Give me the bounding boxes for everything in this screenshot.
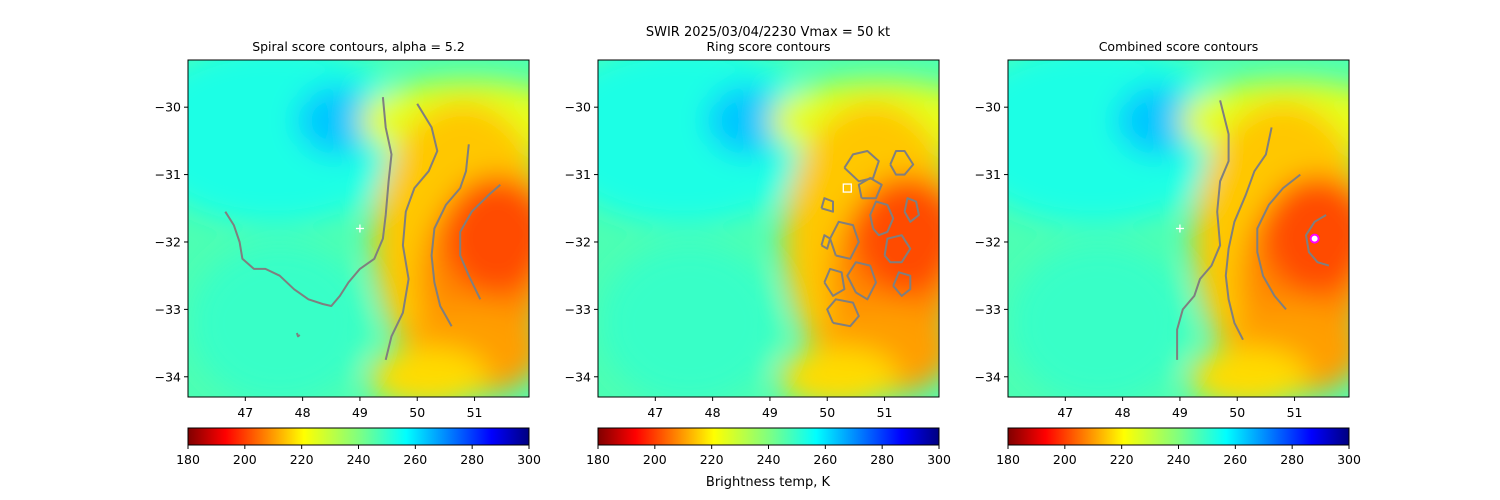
contour-line [843,150,880,183]
colorbar-3: 180 200 220 240 260 280 300 [996,427,1361,467]
contour-line [224,97,393,307]
contour-line [892,271,912,297]
colorbar-tick-label: 300 [1337,452,1361,467]
colorbar-tick-label: 260 [403,452,427,467]
panel-title: Ring score contours [706,39,830,54]
center-plus-marker [1175,224,1184,233]
panel-title: Spiral score contours, alpha = 5.2 [252,39,465,54]
y-tick-label: −34 [565,369,591,384]
y-tick-label: −31 [975,167,1001,182]
x-tick-label: 51 [467,405,483,420]
colorbar-tick-label: 280 [1280,452,1304,467]
colorbar-tick-label: 260 [813,452,837,467]
colorbar-label: Brightness temp, K [706,475,831,490]
colorbar-tick-label: 200 [643,452,667,467]
y-tick-label: −34 [155,369,181,384]
x-tick-label: 48 [295,405,311,420]
y-tick-label: −30 [565,100,591,115]
x-tick-label: 47 [237,405,253,420]
x-tick-label: 50 [409,405,425,420]
brightness-temp-field [598,60,939,397]
contour-line [820,234,832,250]
contour-line [889,150,915,176]
x-tick-label: 49 [1172,405,1188,420]
contour-line [1256,173,1301,311]
contour-line [846,261,877,301]
x-tick-label: 50 [1229,405,1245,420]
y-tick-label: −32 [975,234,1001,249]
colorbar-tick-label: 240 [1167,452,1191,467]
colorbar-tick-label: 220 [290,452,314,467]
y-tick-label: −30 [975,100,1001,115]
y-tick-label: −30 [155,100,181,115]
y-tick-label: −32 [155,234,181,249]
x-tick-label: 51 [877,405,893,420]
center-plus-marker [355,224,364,233]
contour-line [820,197,834,213]
center-circle-marker [1309,233,1320,244]
x-tick-label: 51 [1287,405,1303,420]
contour-line [823,267,846,297]
x-tick-label: 50 [819,405,835,420]
x-tick-label: 48 [1115,405,1131,420]
contour-line [883,234,912,264]
contour-line [1224,127,1273,341]
center-square-marker [842,183,852,193]
brightness-temp-field [188,60,529,397]
contour-line [295,332,301,338]
y-tick-label: −33 [565,302,591,317]
y-tick-label: −31 [155,167,181,182]
contour-line [384,103,439,361]
colorbar-tick-label: 240 [347,452,371,467]
panel-title: Combined score contours [1099,39,1259,54]
y-tick-label: −34 [975,369,1001,384]
colorbar-tick-label: 300 [517,452,541,467]
colorbar-gradient [1007,427,1350,446]
y-tick-label: −32 [565,234,591,249]
x-tick-label: 49 [352,405,368,420]
y-tick-label: −33 [975,302,1001,317]
x-tick-label: 47 [647,405,663,420]
colorbar-tick-label: 180 [176,452,200,467]
plot-frame [1007,59,1350,398]
figure-suptitle: SWIR 2025/03/04/2230 Vmax = 50 kt [646,25,890,40]
colorbar-tick-label: 280 [870,452,894,467]
colorbar-tick-label: 220 [1110,452,1134,467]
contour-line [1305,214,1330,267]
x-tick-label: 48 [705,405,721,420]
colorbar-tick-label: 200 [1053,452,1077,467]
contour-line [459,183,501,300]
colorbar-tick-label: 280 [460,452,484,467]
contour-line [903,197,920,223]
plot-frame [597,59,940,398]
colorbar-gradient [597,427,940,446]
panel-3: Combined score contours 47 48 49 50 51 −30 −31 −… [975,39,1350,420]
colorbar-tick-label: 240 [757,452,781,467]
plot-frame [187,59,530,398]
colorbar-tick-label: 300 [927,452,951,467]
panel-2: Ring score contours 47 48 49 50 51 −30 −31 −32 −3… [565,39,940,420]
colorbar-tick-label: 200 [233,452,257,467]
colorbar-tick-label: 180 [996,452,1020,467]
x-tick-label: 47 [1057,405,1073,420]
contour-line [430,144,470,327]
contour-line [857,177,883,200]
contour-line [826,298,860,328]
contour-line [869,200,895,237]
y-tick-label: −33 [155,302,181,317]
y-tick-label: −31 [565,167,591,182]
colorbar-1: 180 200 220 240 260 280 300 [176,427,541,467]
colorbar-tick-label: 260 [1223,452,1247,467]
x-tick-label: 49 [762,405,778,420]
contour-line [1176,100,1230,360]
colorbar-2: 180 200 220 240 260 280 300 [586,427,951,467]
colorbar-gradient [187,427,530,446]
panel-1: Spiral score contours, alpha = 5.2 47 48 49… [155,39,530,420]
colorbar-tick-label: 180 [586,452,610,467]
colorbar-tick-label: 220 [700,452,724,467]
